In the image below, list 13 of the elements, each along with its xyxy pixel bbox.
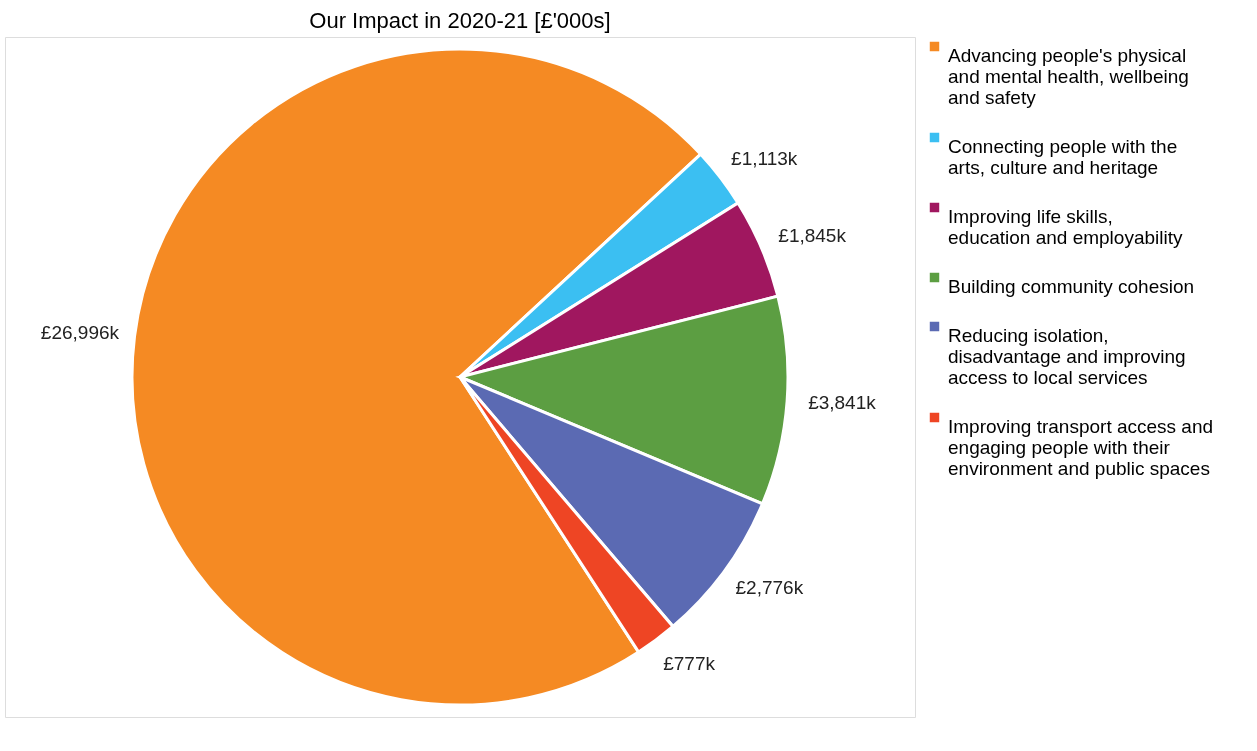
legend-label: Reducing isolation, disadvantage and improving access to local services: [948, 324, 1186, 388]
legend-label: Improving life skills, education and employability: [948, 205, 1183, 248]
data-label: £1,113k: [731, 148, 798, 170]
legend-label: Advancing people's physical and mental health, wellbeing and safety: [948, 44, 1189, 108]
legend-label: Building community cohesion: [948, 275, 1195, 297]
legend-label: Improving transport access and engaging people with their environment and public spaces: [948, 415, 1214, 479]
data-label: £2,776k: [735, 577, 804, 599]
data-label: £3,841k: [808, 392, 877, 414]
data-label: £1,845k: [778, 225, 847, 247]
data-label: £777k: [663, 652, 716, 674]
chart-title: Our Impact in 2020-21 [£'000s]: [309, 8, 611, 33]
legend-label: Connecting people with the arts, culture and heritage: [948, 135, 1178, 178]
data-label: £26,996k: [40, 321, 120, 343]
